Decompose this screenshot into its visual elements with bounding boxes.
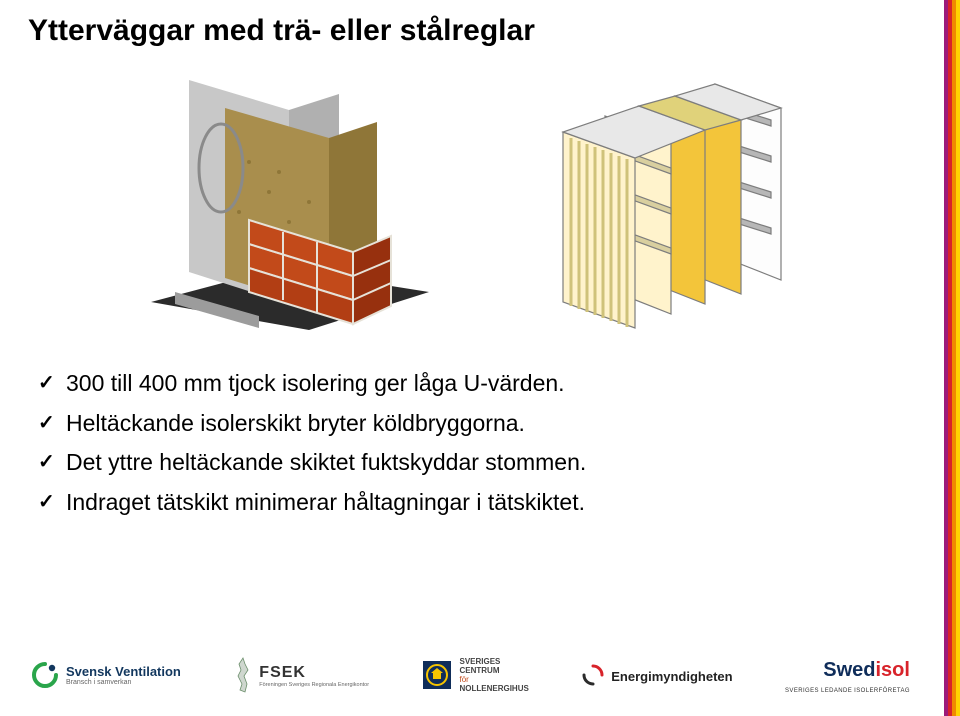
logo-energimyndigheten: Energimyndigheten: [581, 663, 732, 690]
logo-line: CENTRUM: [459, 667, 528, 676]
illustration-brick-wall: [129, 72, 439, 332]
bullet-list: 300 till 400 mm tjock isolering ger låga…: [28, 366, 848, 521]
badge-icon: [421, 659, 453, 694]
bullet-item: 300 till 400 mm tjock isolering ger låga…: [38, 366, 848, 402]
logo-label-post: isol: [876, 659, 910, 681]
logo-fsek: FSEK Föreningen Sveriges Regionala Energ…: [233, 656, 369, 697]
bullet-item: Det yttre heltäckande skiktet fuktskydda…: [38, 445, 848, 481]
slide-page: Ytterväggar med trä- eller stålreglar: [0, 0, 940, 716]
stripe-segment: [956, 0, 960, 716]
logo-label: Svensk Ventilation: [66, 665, 181, 679]
swirl-icon: [30, 660, 60, 693]
map-icon: [233, 656, 253, 697]
bullet-item: Indraget tätskikt minimerar håltagningar…: [38, 485, 848, 521]
wall-brick-svg: [129, 72, 439, 332]
accent-stripe: [944, 0, 960, 716]
logo-label: FSEK: [259, 664, 369, 682]
bullet-item: Heltäckande isolerskikt bryter köldbrygg…: [38, 406, 848, 442]
logo-sveriges-centrum: SVERIGES CENTRUM för NOLLENERGIHUS: [421, 658, 528, 693]
logo-label: Energimyndigheten: [611, 669, 732, 684]
logo-label-pre: Swed: [823, 659, 875, 681]
wall-wood-svg: [519, 72, 799, 332]
logo-line: NOLLENERGIHUS: [459, 685, 528, 694]
logo-sublabel: SVERIGES LEDANDE ISOLERFÖRETAG: [785, 688, 910, 694]
illustration-wood-wall: [519, 72, 799, 332]
footer-logo-bar: Svensk Ventilation Bransch i samverkan F…: [0, 648, 940, 716]
logo-swedisol: Swedisol SVERIGES LEDANDE ISOLERFÖRETAG: [785, 659, 910, 694]
swirl-icon: [581, 663, 605, 690]
illustration-row: [28, 72, 900, 332]
logo-sublabel: Bransch i samverkan: [66, 679, 181, 687]
page-title: Ytterväggar med trä- eller stålreglar: [28, 14, 900, 48]
logo-svensk-ventilation: Svensk Ventilation Bransch i samverkan: [30, 660, 181, 693]
logo-sublabel: Föreningen Sveriges Regionala Energikont…: [259, 682, 369, 688]
